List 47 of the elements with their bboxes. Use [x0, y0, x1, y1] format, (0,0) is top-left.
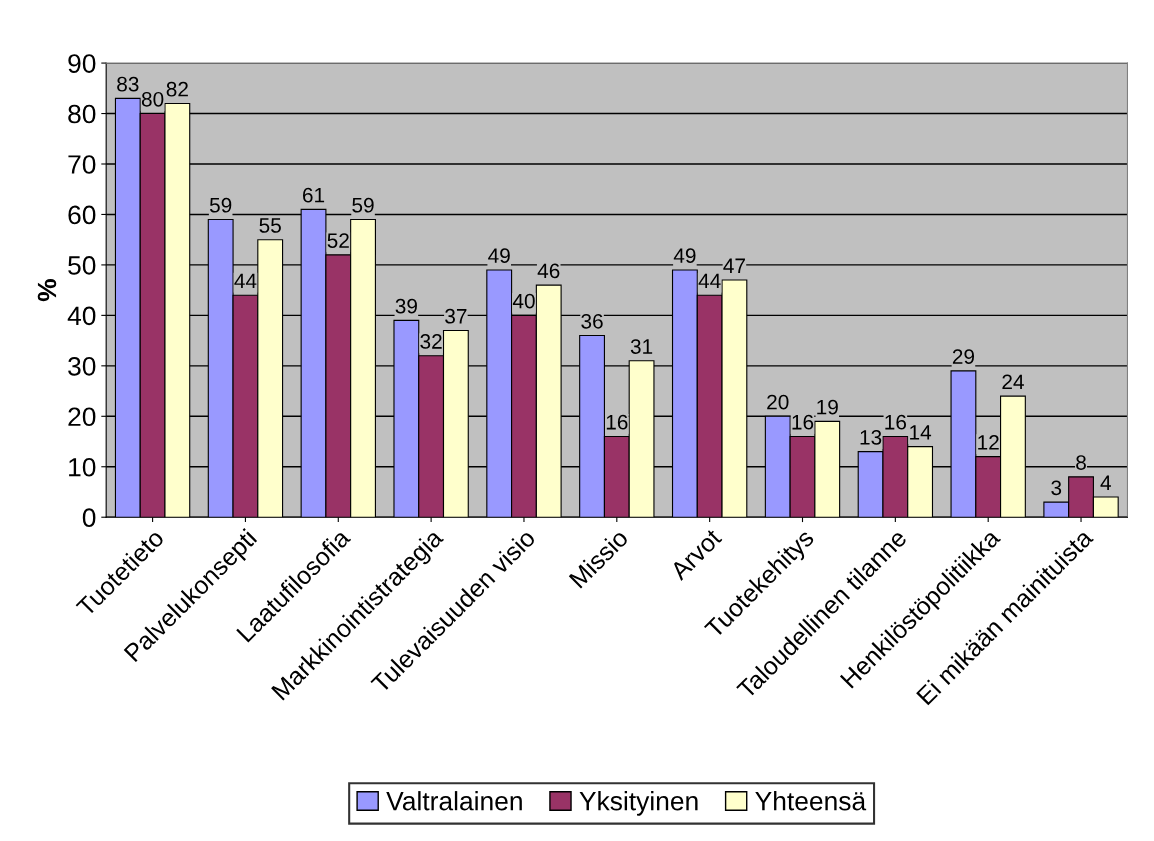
- data-label: 16: [885, 414, 907, 430]
- data-label: 59: [352, 197, 374, 213]
- data-label: 24: [1002, 374, 1024, 390]
- data-label: 29: [952, 349, 975, 364]
- data-label: 12: [978, 435, 999, 450]
- data-label: 4: [1100, 475, 1111, 490]
- data-label: 20: [767, 394, 789, 410]
- y-tick-label: 70: [68, 155, 96, 174]
- legend-label: Valtralainen: [386, 791, 522, 811]
- y-tick-label: 90: [68, 54, 96, 73]
- y-axis-title: %: [37, 279, 57, 302]
- data-label: 8: [1076, 455, 1086, 470]
- data-label: 46: [537, 263, 560, 279]
- data-label: 49: [488, 248, 510, 264]
- data-label: 36: [581, 313, 603, 329]
- data-label: 39: [395, 298, 417, 314]
- data-label: 16: [792, 414, 814, 430]
- data-label: 82: [166, 81, 188, 97]
- data-label: 61: [302, 187, 325, 203]
- data-label: 14: [910, 425, 932, 440]
- legend-label: Yhteensä: [755, 791, 867, 811]
- data-label: 59: [209, 197, 232, 213]
- data-label: 40: [512, 293, 535, 309]
- y-tick-label: 40: [67, 306, 96, 326]
- data-label: 19: [817, 399, 838, 415]
- data-label: 13: [860, 429, 882, 445]
- y-tick-label: 20: [68, 407, 96, 427]
- data-label: 16: [606, 414, 628, 430]
- legend-label: Yksityinen: [579, 791, 698, 816]
- data-label: 3: [1051, 480, 1062, 496]
- y-tick-label: 30: [68, 356, 96, 376]
- data-label: 37: [445, 308, 467, 324]
- data-label: 44: [234, 273, 257, 289]
- data-label: 44: [698, 273, 721, 289]
- data-label: 83: [117, 76, 139, 92]
- data-label: 55: [259, 218, 281, 233]
- y-tick-label: 10: [69, 457, 96, 477]
- y-tick-label: 50: [68, 256, 96, 275]
- y-tick-label: 60: [68, 205, 96, 225]
- y-tick-label: 0: [82, 508, 96, 528]
- data-label: 52: [327, 233, 349, 248]
- data-label: 31: [630, 339, 653, 354]
- y-tick-label: 80: [68, 104, 96, 124]
- data-label: 80: [141, 91, 164, 107]
- data-label: 47: [723, 258, 745, 273]
- data-label: 32: [420, 334, 442, 349]
- data-label: 49: [673, 248, 696, 264]
